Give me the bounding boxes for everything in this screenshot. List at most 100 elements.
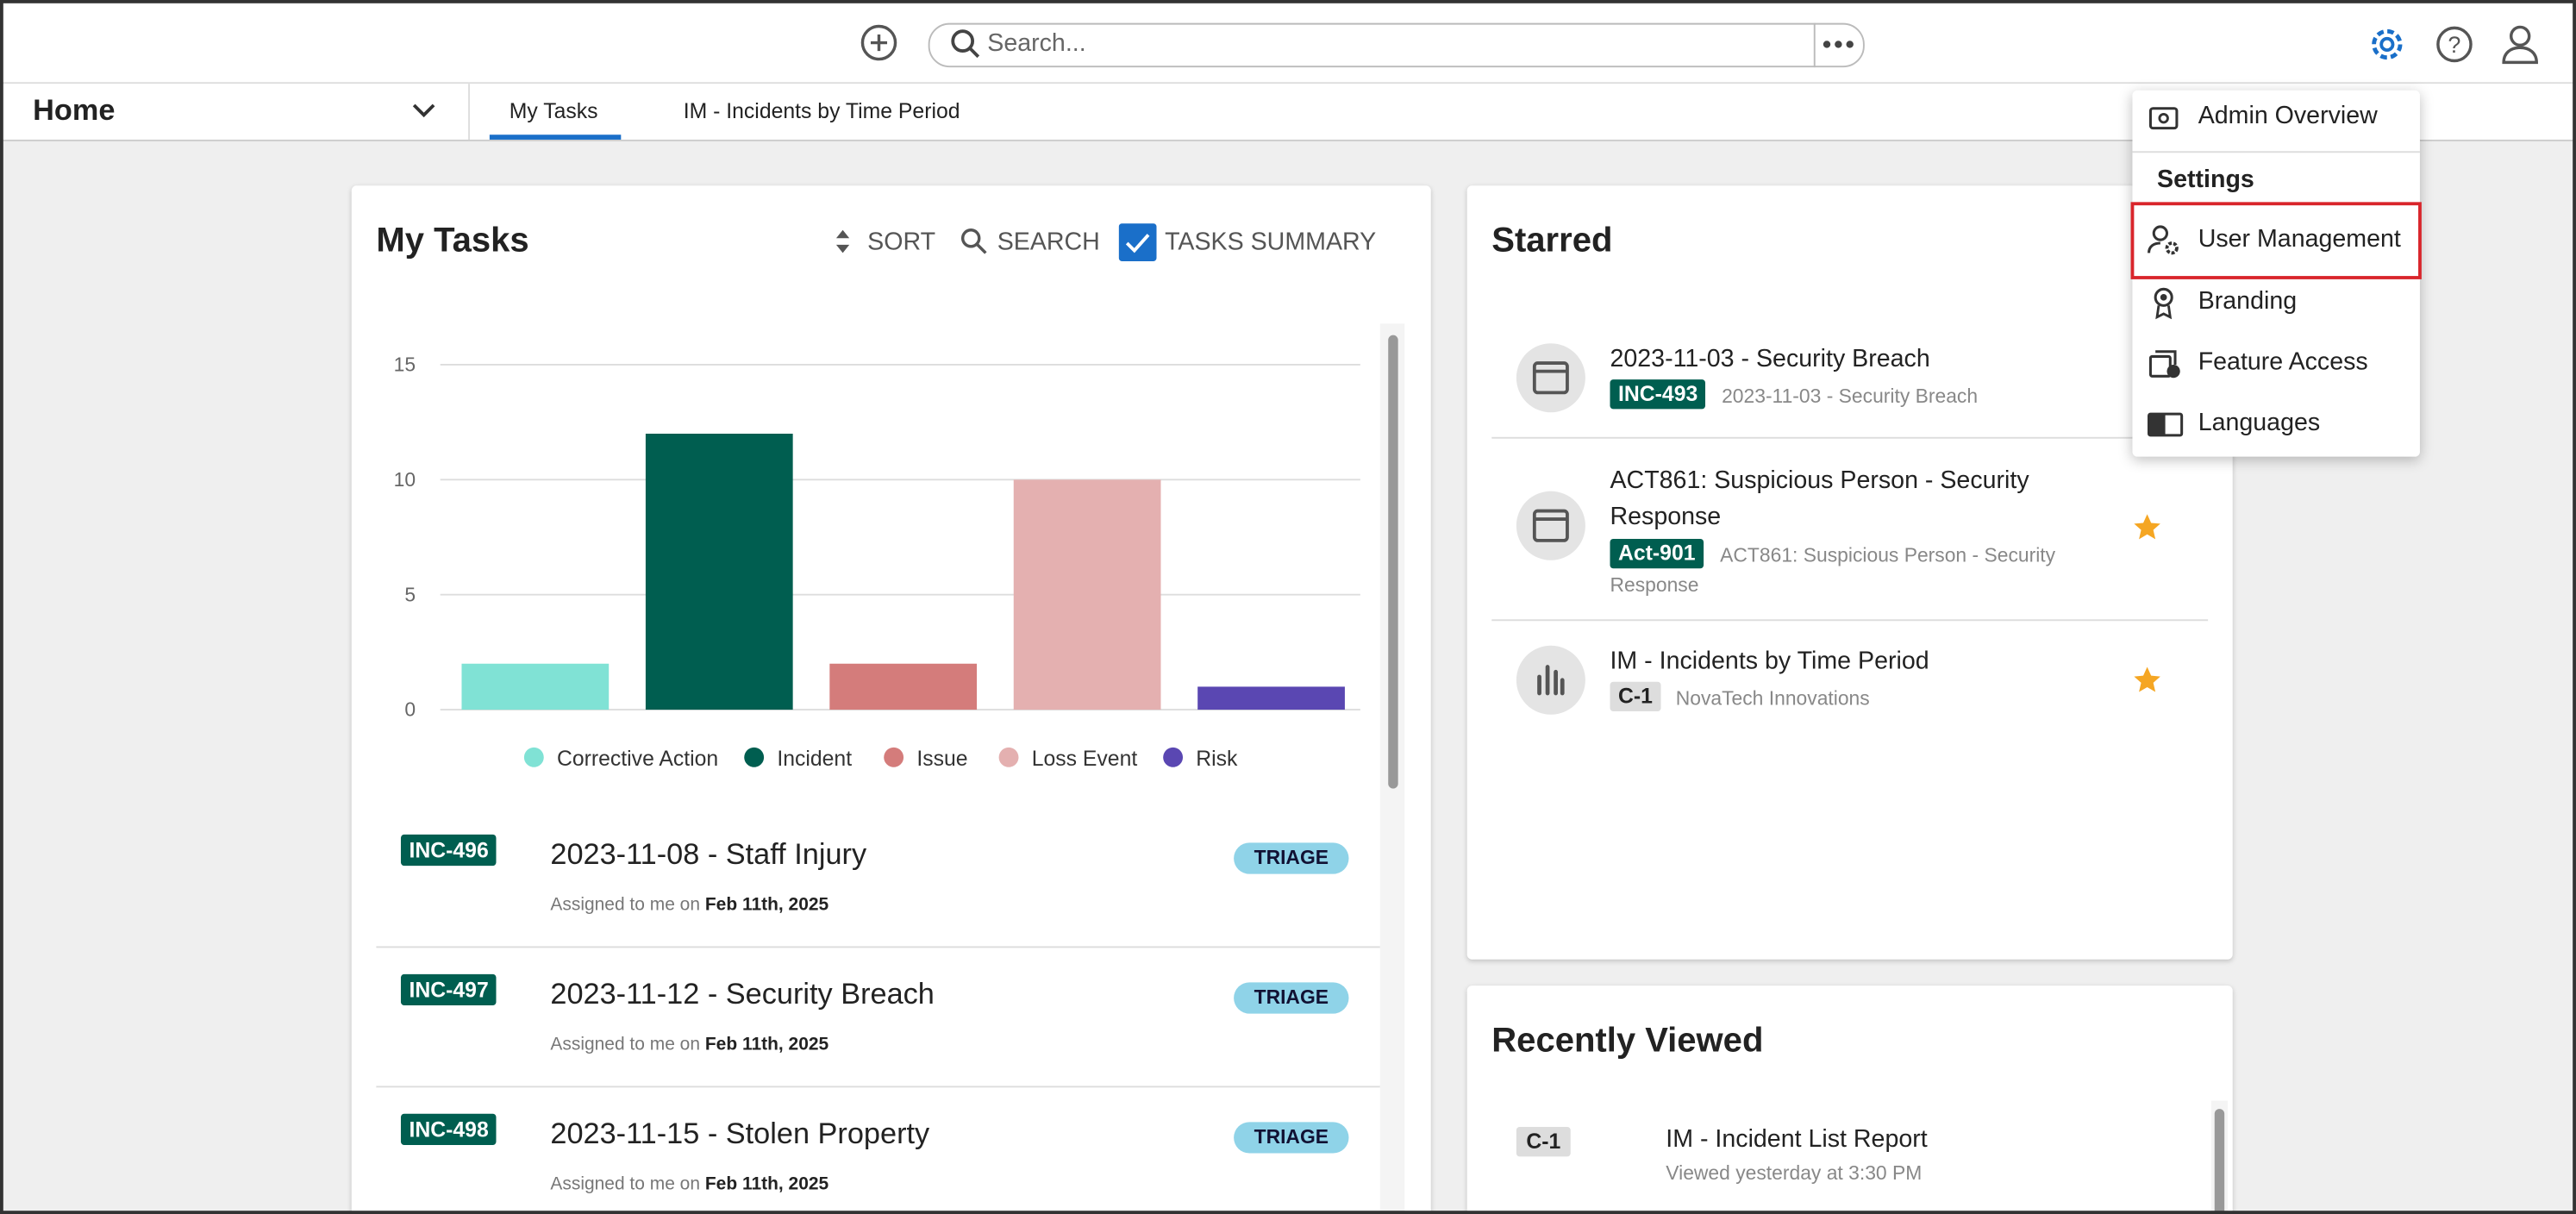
legend-label: Corrective Action — [557, 748, 718, 771]
assigned-date: Feb 11th, 2025 — [704, 1174, 829, 1195]
item-subtitle: Viewed yesterday at 3:30 PM — [1666, 1161, 1923, 1185]
bar — [461, 663, 610, 710]
item-tag: C-1 — [1610, 681, 1661, 711]
legend-swatch — [744, 747, 765, 767]
task-status: TRIAGE — [1234, 842, 1349, 874]
settings-icon[interactable] — [2367, 25, 2407, 65]
starred-card — [1466, 185, 2233, 960]
active-tab-underline — [489, 135, 622, 140]
divider — [1491, 436, 2209, 439]
search-button[interactable]: SEARCH — [997, 228, 1100, 257]
legend-swatch — [998, 747, 1019, 767]
user-icon[interactable] — [2498, 23, 2542, 66]
menu-icon — [2148, 350, 2180, 379]
bar — [1013, 479, 1161, 710]
menu-icon — [2148, 225, 2179, 255]
item-title[interactable]: IM - Incidents by Time Period — [1610, 647, 1929, 676]
summary-toggle[interactable]: TASKS SUMMARY — [1165, 228, 1377, 257]
star-icon — [2134, 514, 2160, 540]
search-icon — [951, 29, 980, 59]
divider — [1491, 619, 2209, 622]
task-status: TRIAGE — [1234, 1122, 1349, 1154]
bar — [829, 663, 978, 710]
item-title[interactable]: ACT861: Suspicious Person - Security Res… — [1610, 466, 2029, 531]
task-title[interactable]: 2023-11-15 - Stolen Property — [550, 1117, 930, 1150]
tab[interactable]: My Tasks — [509, 98, 598, 123]
home-label[interactable]: Home — [33, 93, 116, 127]
divider — [2132, 151, 2420, 153]
divider — [376, 946, 1380, 948]
task-id: INC-496 — [400, 834, 497, 867]
menu-item[interactable]: Branding — [2198, 287, 2298, 316]
menu-item[interactable]: Admin Overview — [2198, 102, 2378, 130]
item-title[interactable]: 2023-11-03 - Security Breach — [1610, 345, 1930, 373]
item-subtitle: 2023-11-03 - Security Breach — [1722, 384, 1979, 408]
item-tag: INC-493 — [1610, 379, 1706, 410]
add-button[interactable] — [858, 22, 901, 65]
item-subtitle: NovaTech Innovations — [1675, 686, 1870, 710]
task-id: INC-498 — [400, 1113, 497, 1145]
y-tick-label: 10 — [394, 468, 416, 491]
bar — [645, 433, 793, 710]
task-id: INC-497 — [400, 973, 497, 1006]
divider — [468, 84, 471, 140]
checkbox[interactable] — [1118, 223, 1157, 261]
legend-swatch — [1163, 747, 1184, 767]
more-button[interactable] — [1817, 29, 1860, 59]
help-icon[interactable]: ? — [2435, 25, 2474, 65]
scrollbar[interactable] — [2214, 1109, 2225, 1214]
svg-text:?: ? — [2448, 32, 2461, 58]
card-title: My Tasks — [376, 222, 529, 260]
divider — [1813, 22, 1816, 68]
menu-item[interactable]: Languages — [2198, 409, 2321, 437]
item-icon — [1516, 645, 1585, 715]
legend-label: Loss Event — [1032, 748, 1138, 771]
item-title[interactable]: IM - Incident List Report — [1666, 1125, 1928, 1154]
bar — [1197, 686, 1345, 710]
y-tick-label: 0 — [404, 698, 416, 721]
task-title[interactable]: 2023-11-08 - Staff Injury — [550, 837, 867, 871]
legend-swatch — [884, 747, 904, 767]
assigned-text: Assigned to me on — [550, 1035, 701, 1055]
item-icon — [1516, 491, 1585, 560]
divider — [376, 1086, 1380, 1088]
task-title[interactable]: 2023-11-12 - Security Breach — [550, 977, 935, 1011]
legend-label: Risk — [1196, 748, 1238, 771]
chevron[interactable] — [410, 98, 436, 122]
search-placeholder[interactable]: Search... — [987, 29, 1086, 58]
item-tag: C-1 — [1516, 1127, 1571, 1157]
menu-section: Settings — [2157, 166, 2254, 194]
star-icon — [2134, 666, 2160, 692]
assigned-date: Feb 11th, 2025 — [704, 895, 829, 916]
task-assigned: Assigned to me on Feb 11th, 2025 — [550, 1173, 828, 1196]
tab[interactable]: IM - Incidents by Time Period — [683, 98, 960, 123]
assigned-text: Assigned to me on — [550, 895, 701, 916]
assigned-date: Feb 11th, 2025 — [704, 1035, 829, 1055]
menu-item[interactable]: User Management — [2198, 225, 2401, 253]
search-icon — [960, 228, 987, 254]
y-tick-label: 15 — [394, 354, 416, 376]
assigned-text: Assigned to me on — [550, 1174, 701, 1195]
menu-icon — [2148, 107, 2179, 130]
menu-icon — [2154, 287, 2173, 320]
highlight-box — [2130, 202, 2422, 279]
legend-label: Incident — [777, 748, 852, 771]
menu-icon — [2148, 412, 2184, 437]
card-title: Recently Viewed — [1491, 1022, 1764, 1060]
sort-button[interactable]: SORT — [867, 228, 936, 257]
sort-icon — [835, 229, 850, 253]
scrollbar[interactable] — [1388, 335, 1398, 789]
menu-item[interactable]: Feature Access — [2198, 347, 2368, 377]
search-box[interactable] — [928, 22, 1865, 68]
legend-swatch — [523, 747, 544, 767]
card-title: Starred — [1491, 222, 1613, 260]
item-subtitle: ACT861: Suspicious Person - Security Res… — [1610, 543, 2056, 597]
recent-card — [1466, 986, 2233, 1214]
task-status: TRIAGE — [1234, 982, 1349, 1014]
y-tick-label: 5 — [404, 583, 416, 605]
task-assigned: Assigned to me on Feb 11th, 2025 — [550, 893, 828, 917]
task-assigned: Assigned to me on Feb 11th, 2025 — [550, 1033, 828, 1056]
